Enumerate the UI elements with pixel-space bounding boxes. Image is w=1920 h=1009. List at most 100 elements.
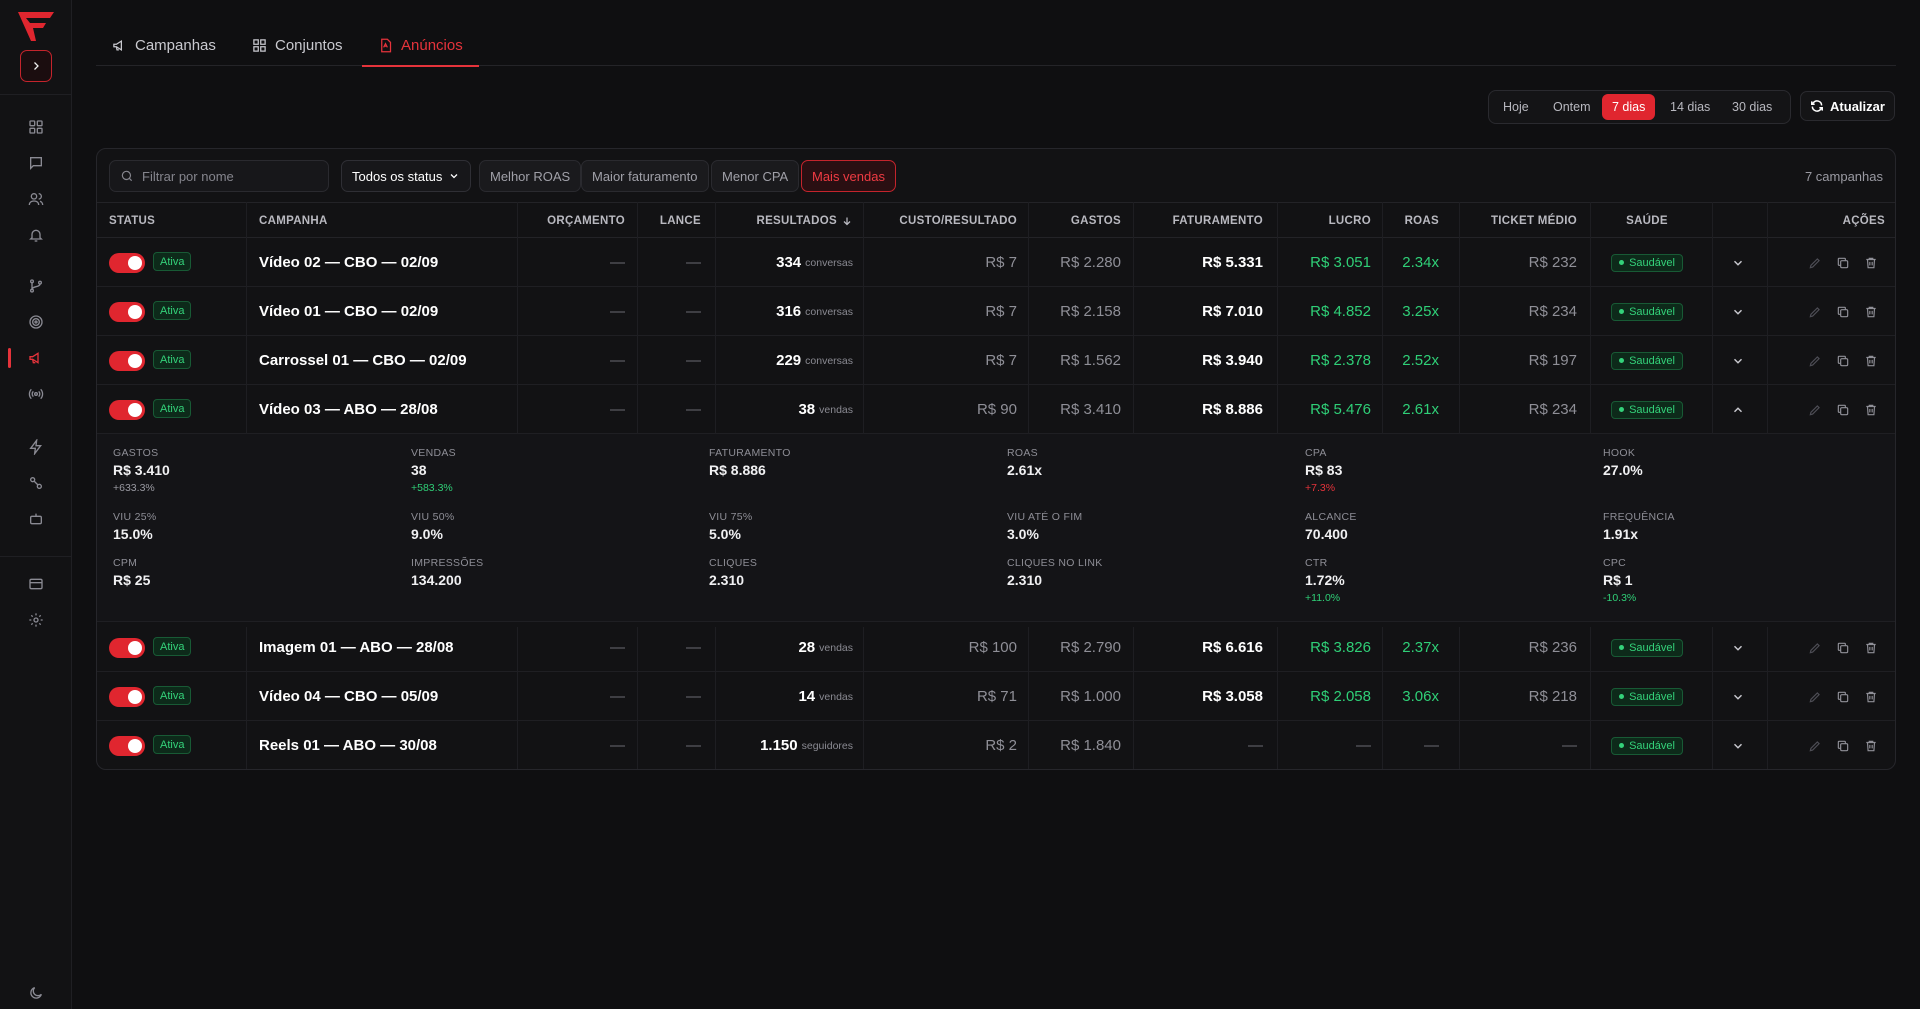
sidebar-item-broadcast[interactable] xyxy=(22,380,50,408)
search-input[interactable] xyxy=(142,168,312,184)
duplicate-button[interactable] xyxy=(1836,641,1850,655)
col-lance[interactable]: LANCE xyxy=(659,215,701,227)
expand-row-button[interactable] xyxy=(1731,305,1745,319)
sidebar-item-settings[interactable] xyxy=(22,606,50,634)
expand-row-button[interactable] xyxy=(1731,739,1745,753)
edit-button[interactable] xyxy=(1808,256,1822,270)
range-14-dias-button[interactable]: 14 dias xyxy=(1670,100,1711,114)
status-toggle[interactable] xyxy=(109,351,145,371)
campaign-name[interactable]: Vídeo 03 — ABO — 28/08 xyxy=(259,401,438,418)
sidebar-item-flows[interactable] xyxy=(22,272,50,300)
table-row[interactable]: Ativa Carrossel 01 — CBO — 02/09 — — 229 conv… xyxy=(97,336,1895,385)
status-toggle[interactable] xyxy=(109,302,145,322)
col-saude[interactable]: SAÚDE xyxy=(1626,215,1668,227)
refresh-button[interactable]: Atualizar xyxy=(1800,91,1895,121)
expand-sidebar-button[interactable] xyxy=(20,50,52,82)
collapse-row-button[interactable] xyxy=(1731,403,1745,417)
duplicate-button[interactable] xyxy=(1836,256,1850,270)
col-faturamento[interactable]: FATURAMENTO xyxy=(1172,215,1263,227)
duplicate-button[interactable] xyxy=(1836,739,1850,753)
status-toggle[interactable] xyxy=(109,253,145,273)
range-7-dias-button[interactable]: 7 dias xyxy=(1602,94,1656,120)
results-value: 1.150 xyxy=(760,737,798,754)
col-status[interactable]: STATUS xyxy=(109,215,156,227)
chip-mais-vendas[interactable]: Mais vendas xyxy=(801,160,896,192)
edit-button[interactable] xyxy=(1808,739,1822,753)
delete-button[interactable] xyxy=(1864,403,1878,417)
delete-button[interactable] xyxy=(1864,739,1878,753)
edit-button[interactable] xyxy=(1808,690,1822,704)
col-gastos[interactable]: GASTOS xyxy=(1070,215,1121,227)
campaign-name[interactable]: Vídeo 04 — CBO — 05/09 xyxy=(259,688,439,705)
delete-button[interactable] xyxy=(1864,641,1878,655)
chip-menor-cpa[interactable]: Menor CPA xyxy=(711,160,800,192)
status-select[interactable]: Todos os status xyxy=(341,160,471,192)
table-row[interactable]: Ativa Reels 01 — ABO — 30/08 — — 1.150 seguid… xyxy=(97,721,1895,769)
edit-button[interactable] xyxy=(1808,305,1822,319)
sidebar-item-bots[interactable] xyxy=(22,505,50,533)
table-row[interactable]: Ativa Vídeo 03 — ABO — 28/08 — — 38 vendas R$ … xyxy=(97,385,1895,434)
table-row[interactable]: Ativa Imagem 01 — ABO — 28/08 — — 28 vendas R$… xyxy=(97,623,1895,672)
col-orcamento[interactable]: ORÇAMENTO xyxy=(547,215,625,227)
duplicate-button[interactable] xyxy=(1836,690,1850,704)
tab-conjuntos[interactable]: Conjuntos xyxy=(236,24,359,66)
range-hoje-button[interactable]: Hoje xyxy=(1503,100,1529,114)
duplicate-button[interactable] xyxy=(1836,403,1850,417)
status-toggle[interactable] xyxy=(109,638,145,658)
expand-row-button[interactable] xyxy=(1731,354,1745,368)
expand-row-button[interactable] xyxy=(1731,641,1745,655)
status-toggle[interactable] xyxy=(109,736,145,756)
table-row[interactable]: Ativa Vídeo 02 — CBO — 02/09 — — 334 conversa… xyxy=(97,238,1895,287)
sidebar-item-chat[interactable] xyxy=(22,149,50,177)
campaign-name[interactable]: Carrossel 01 — CBO — 02/09 xyxy=(259,352,467,369)
theme-toggle-button[interactable] xyxy=(22,979,50,1007)
col-resultados[interactable]: RESULTADOS xyxy=(717,203,853,239)
sidebar-item-ads[interactable] xyxy=(22,344,50,372)
campaign-name[interactable]: Imagem 01 — ABO — 28/08 xyxy=(259,639,454,656)
campaign-name[interactable]: Vídeo 01 — CBO — 02/09 xyxy=(259,303,439,320)
range-ontem-button[interactable]: Ontem xyxy=(1553,100,1591,114)
duplicate-button[interactable] xyxy=(1836,305,1850,319)
tab-campanhas[interactable]: Campanhas xyxy=(96,24,232,66)
col-roas[interactable]: ROAS xyxy=(1404,215,1439,227)
copy-icon xyxy=(1837,740,1849,751)
health-label: Saudável xyxy=(1629,354,1675,367)
table-row[interactable]: Ativa Vídeo 04 — CBO — 05/09 — — 14 vendas R$ … xyxy=(97,672,1895,721)
edit-button[interactable] xyxy=(1808,641,1822,655)
chip-melhor-roas[interactable]: Melhor ROAS xyxy=(479,160,582,192)
campaign-name[interactable]: Reels 01 — ABO — 30/08 xyxy=(259,737,437,754)
sidebar-item-integrations[interactable] xyxy=(22,469,50,497)
col-lucro[interactable]: LUCRO xyxy=(1328,215,1371,227)
metric-delta: +7.3% xyxy=(1305,482,1336,494)
col-custo-resultado[interactable]: CUSTO/RESULTADO xyxy=(899,215,1017,227)
duplicate-button[interactable] xyxy=(1836,354,1850,368)
campaign-name[interactable]: Vídeo 02 — CBO — 02/09 xyxy=(259,254,439,271)
expand-row-button[interactable] xyxy=(1731,690,1745,704)
delete-button[interactable] xyxy=(1864,354,1878,368)
status-badge: Ativa xyxy=(153,252,192,271)
col-ticket-medio[interactable]: TICKET MÉDIO xyxy=(1490,215,1577,227)
sidebar-item-users[interactable] xyxy=(22,185,50,213)
delete-button[interactable] xyxy=(1864,690,1878,704)
status-toggle[interactable] xyxy=(109,687,145,707)
sidebar-item-automations[interactable] xyxy=(22,433,50,461)
sidebar-item-targets[interactable] xyxy=(22,308,50,336)
delete-button[interactable] xyxy=(1864,256,1878,270)
sidebar xyxy=(0,0,72,1009)
column-divider xyxy=(1712,627,1713,769)
expand-row-button[interactable] xyxy=(1731,256,1745,270)
sidebar-item-notifications[interactable] xyxy=(22,221,50,249)
col-campanha[interactable]: CAMPANHA xyxy=(259,215,328,227)
health-dot xyxy=(1619,358,1625,363)
delete-button[interactable] xyxy=(1864,305,1878,319)
sidebar-item-dashboard[interactable] xyxy=(22,113,50,141)
edit-button[interactable] xyxy=(1808,354,1822,368)
sidebar-item-billing[interactable] xyxy=(22,570,50,598)
tab-anuncios[interactable]: Anúncios xyxy=(362,24,479,67)
range-30-dias-button[interactable]: 30 dias xyxy=(1732,100,1773,114)
edit-button[interactable] xyxy=(1808,403,1822,417)
status-toggle[interactable] xyxy=(109,400,145,420)
chip-maior-faturamento[interactable]: Maior faturamento xyxy=(581,160,709,192)
table-row[interactable]: Ativa Vídeo 01 — CBO — 02/09 — — 316 conversa… xyxy=(97,287,1895,336)
metric-delta: +583.3% xyxy=(411,482,453,494)
